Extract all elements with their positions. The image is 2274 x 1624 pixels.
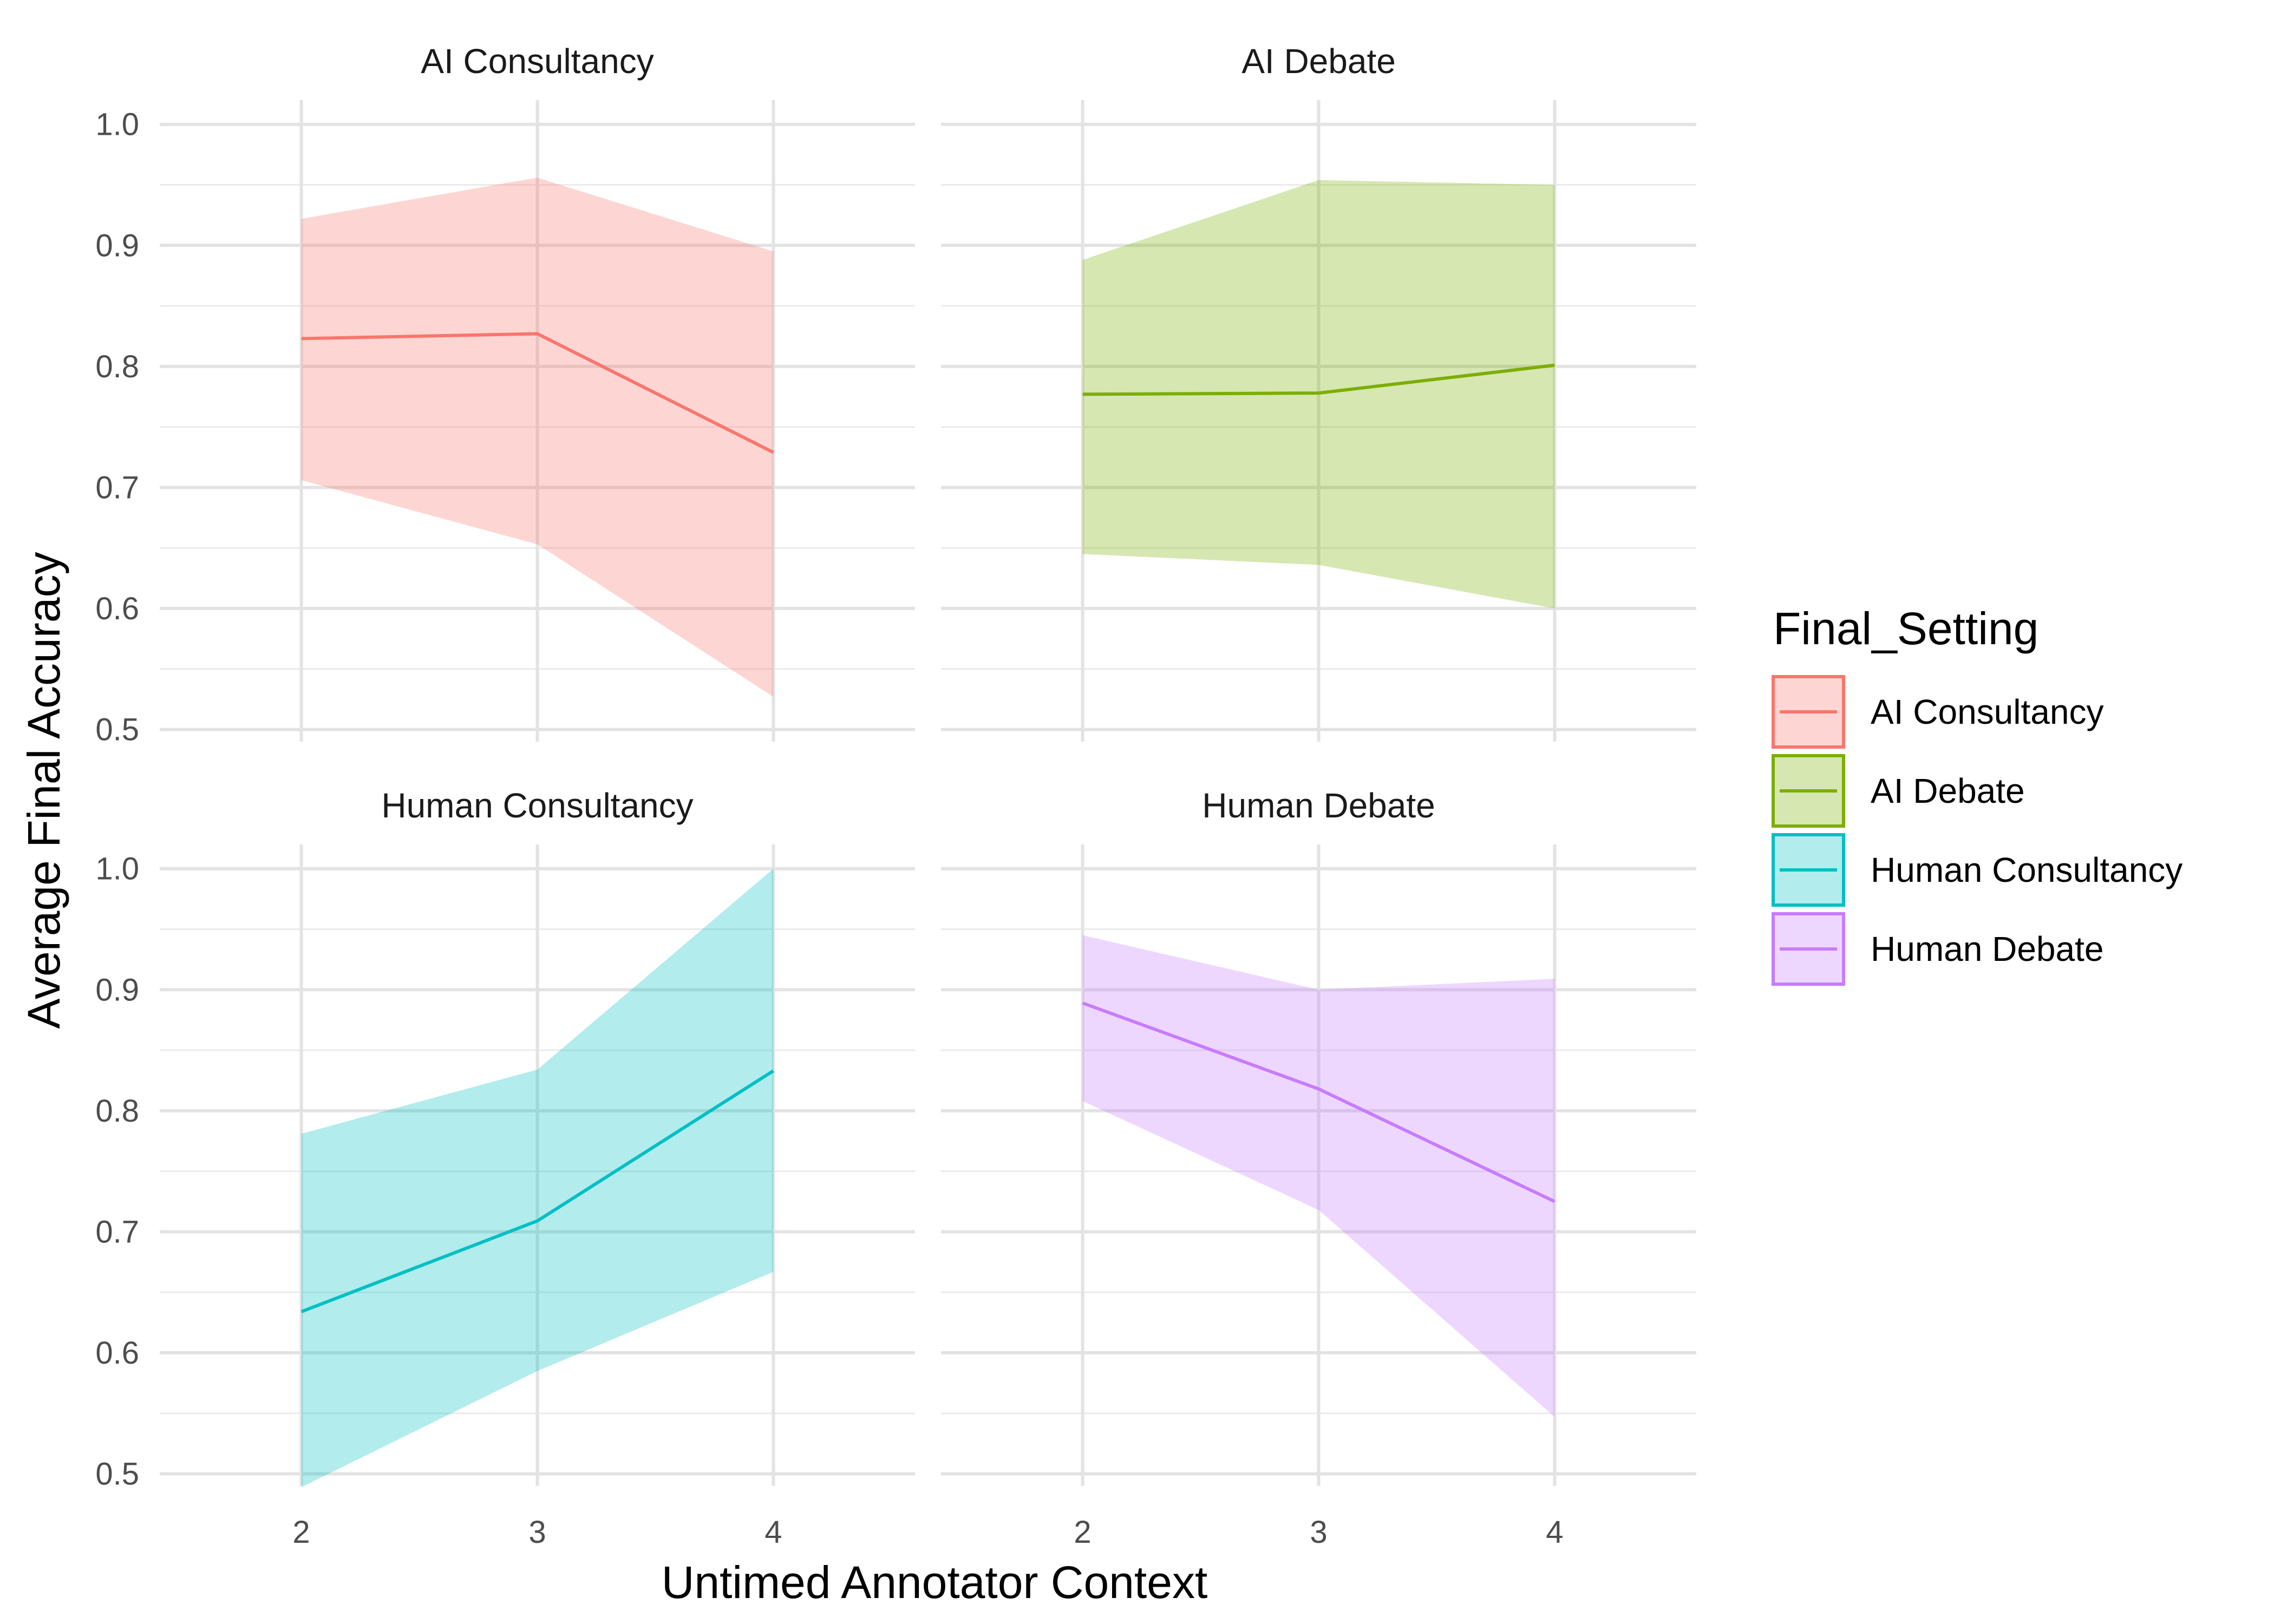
legend-item-human-consultancy: Human Consultancy: [1772, 833, 2182, 907]
strip-label-ai-consultancy: AI Consultancy: [421, 42, 654, 81]
legend-label-human-debate: Human Debate: [1871, 929, 2103, 968]
legend-title: Final_Setting: [1773, 603, 2038, 654]
ribbon-ai-consultancy: [301, 178, 774, 697]
y-tick-label: 0.5: [95, 712, 139, 748]
y-tick-label: 1.0: [95, 107, 139, 142]
strip-label-ai-debate: AI Debate: [1241, 42, 1396, 81]
y-tick-label: 0.6: [95, 591, 139, 626]
legend-label-ai-consultancy: AI Consultancy: [1871, 692, 2103, 731]
panel-human-debate: Human Debate: [941, 786, 1696, 1486]
x-tick-label: 4: [764, 1515, 782, 1550]
ribbon-human-debate: [1082, 935, 1555, 1417]
x-tick-label: 3: [1310, 1515, 1327, 1550]
panel-ai-debate: AI Debate: [941, 42, 1696, 742]
x-tick-label: 4: [1546, 1515, 1563, 1550]
x-tick-label: 3: [528, 1515, 546, 1550]
y-tick-label: 0.8: [95, 349, 139, 384]
facet-panels: AI Consultancy AI Debate Human Consultancy…: [160, 42, 1696, 1488]
strip-label-human-debate: Human Debate: [1202, 786, 1435, 825]
legend-items: AI Consultancy AI Debate Human Consultancy…: [1772, 675, 2182, 986]
y-axis-title: Average Final Accuracy: [18, 552, 69, 1029]
y-tick-label: 0.7: [95, 1214, 139, 1249]
x-axis-ticks: 2 3 4 2 3 4: [292, 1515, 1563, 1550]
y-tick-label: 0.7: [95, 470, 139, 505]
ribbon-human-consultancy: [301, 868, 774, 1488]
panel-ai-consultancy: AI Consultancy: [160, 42, 915, 742]
y-axis-ticks: 0.5 0.6 0.7 0.8 0.9 1.0 0.5 0.6 0.7 0.8 0.9 1.0: [95, 107, 139, 1492]
y-tick-label: 0.5: [95, 1457, 139, 1492]
y-tick-label: 0.6: [95, 1335, 139, 1371]
x-tick-label: 2: [1074, 1515, 1091, 1550]
strip-label-human-consultancy: Human Consultancy: [381, 786, 693, 825]
y-tick-label: 0.8: [95, 1093, 139, 1129]
legend-item-ai-debate: AI Debate: [1772, 754, 2025, 828]
legend-item-ai-consultancy: AI Consultancy: [1772, 675, 2103, 749]
y-tick-label: 0.9: [95, 228, 139, 263]
y-tick-label: 0.9: [95, 972, 139, 1007]
legend-label-ai-debate: AI Debate: [1871, 771, 2025, 810]
x-axis-title: Untimed Annotator Context: [662, 1557, 1208, 1608]
legend: Final_Setting AI Consultancy AI Debate Hum…: [1772, 603, 2182, 986]
y-tick-label: 1.0: [95, 852, 139, 887]
panel-human-consultancy: Human Consultancy: [160, 786, 915, 1488]
x-tick-label: 2: [292, 1515, 310, 1550]
legend-item-human-debate: Human Debate: [1772, 912, 2103, 986]
legend-label-human-consultancy: Human Consultancy: [1871, 850, 2182, 889]
